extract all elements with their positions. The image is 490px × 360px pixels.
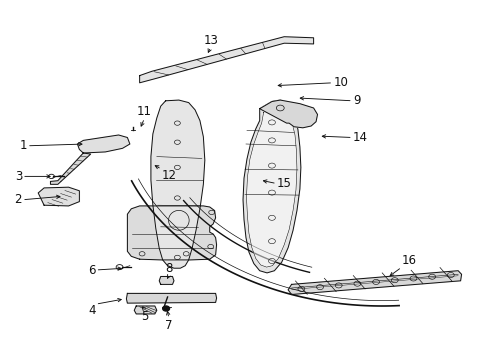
Polygon shape	[38, 187, 79, 206]
Polygon shape	[243, 100, 301, 273]
Polygon shape	[126, 293, 217, 303]
Text: 4: 4	[88, 304, 96, 317]
Text: 16: 16	[402, 254, 417, 267]
Text: 6: 6	[88, 264, 96, 276]
Text: 9: 9	[353, 94, 360, 107]
Text: 7: 7	[165, 319, 173, 332]
Text: 3: 3	[15, 170, 22, 183]
Text: 10: 10	[333, 76, 348, 89]
Text: 1: 1	[20, 139, 27, 152]
Polygon shape	[77, 135, 130, 153]
Text: 8: 8	[165, 262, 173, 275]
Text: 5: 5	[141, 310, 148, 323]
Polygon shape	[151, 100, 205, 268]
Polygon shape	[288, 271, 462, 294]
Polygon shape	[50, 153, 91, 184]
Polygon shape	[140, 37, 314, 83]
Text: 2: 2	[15, 193, 22, 206]
Text: 15: 15	[277, 177, 292, 190]
Text: 14: 14	[353, 131, 368, 144]
Text: 13: 13	[203, 34, 218, 47]
Polygon shape	[159, 276, 174, 284]
Circle shape	[163, 306, 170, 311]
Polygon shape	[246, 104, 297, 267]
Polygon shape	[260, 100, 318, 128]
Text: 11: 11	[137, 105, 152, 118]
Polygon shape	[127, 206, 217, 260]
Text: 12: 12	[162, 169, 177, 182]
Polygon shape	[134, 306, 157, 314]
